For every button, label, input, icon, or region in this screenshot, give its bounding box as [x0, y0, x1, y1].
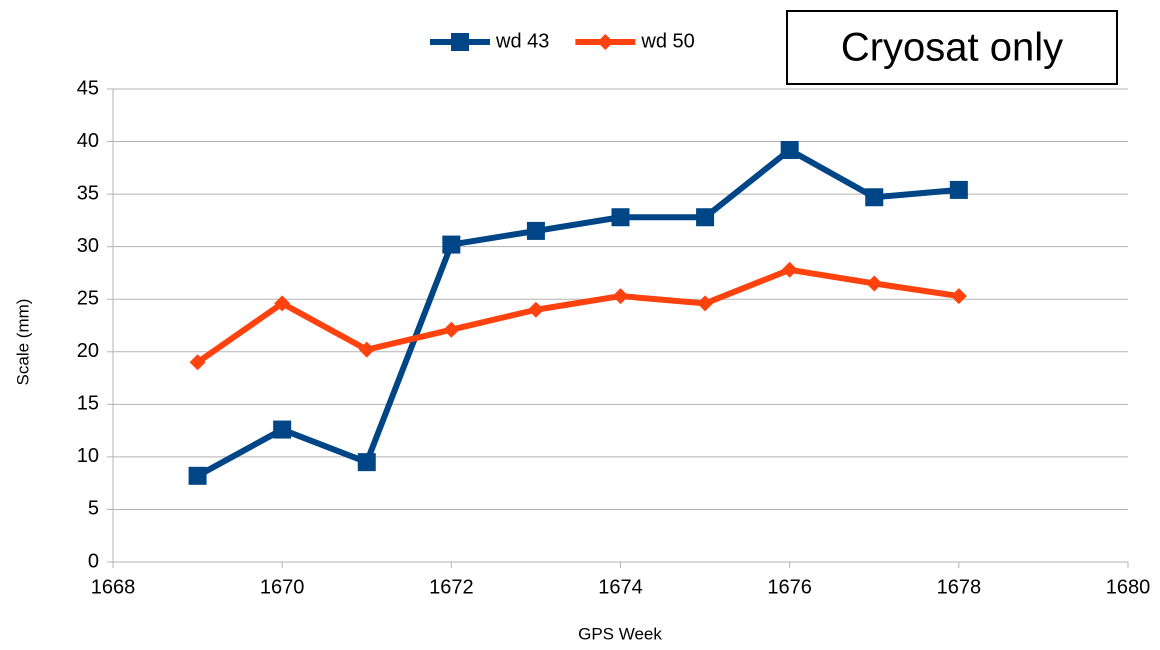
- y-tick-label: 25: [77, 288, 99, 310]
- legend-marker: [597, 34, 614, 50]
- data-point: [443, 321, 460, 338]
- y-tick-label: 40: [77, 130, 99, 152]
- legend-label: wd 43: [495, 30, 549, 52]
- data-point: [611, 208, 630, 227]
- data-point: [950, 288, 967, 305]
- series-line: [195, 266, 960, 365]
- x-tick-label: 1680: [1106, 576, 1151, 598]
- data-point: [189, 354, 206, 371]
- y-tick-label: 5: [88, 498, 99, 520]
- data-point: [696, 208, 715, 227]
- x-tick-label: 1670: [260, 576, 305, 598]
- data-point: [697, 295, 714, 312]
- data-point: [780, 140, 799, 159]
- data-point: [188, 466, 207, 485]
- data-point: [865, 188, 884, 207]
- data-point: [357, 453, 376, 472]
- x-tick-label: 1678: [937, 576, 982, 598]
- data-point: [527, 301, 544, 318]
- data-point: [274, 295, 291, 312]
- data-point: [949, 180, 968, 199]
- x-axis-label: GPS Week: [578, 624, 662, 643]
- y-tick-label: 20: [77, 340, 99, 362]
- x-tick-label: 1674: [598, 576, 643, 598]
- data-point: [273, 420, 292, 439]
- legend-marker: [451, 33, 469, 51]
- data-point: [866, 275, 883, 292]
- y-tick-label: 10: [77, 445, 99, 467]
- annotation-box: [786, 10, 1118, 85]
- annotation: Cryosat only: [841, 26, 1063, 70]
- data-point: [612, 288, 629, 305]
- y-tick-label: 0: [88, 550, 99, 572]
- y-axis-label: Scale (mm): [13, 299, 32, 386]
- data-point: [526, 221, 545, 240]
- y-tick-label: 35: [77, 182, 99, 204]
- data-point: [358, 341, 375, 358]
- y-tick-label: 15: [77, 393, 99, 415]
- legend-label: wd 50: [640, 30, 694, 52]
- x-tick-label: 1672: [429, 576, 474, 598]
- data-point: [442, 235, 461, 254]
- x-tick-label: 1668: [91, 576, 136, 598]
- series-line: [196, 146, 960, 479]
- y-tick-label: 45: [77, 77, 99, 99]
- data-point: [781, 261, 798, 278]
- y-tick-label: 30: [77, 235, 99, 257]
- x-tick-label: 1676: [767, 576, 812, 598]
